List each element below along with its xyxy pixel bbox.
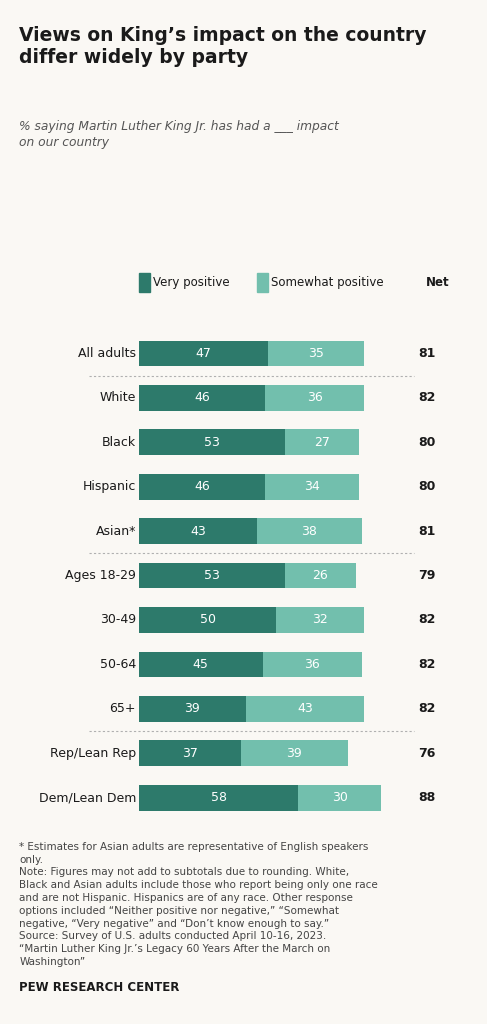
- Text: 81: 81: [418, 524, 435, 538]
- Text: 80: 80: [418, 480, 435, 494]
- Bar: [139, 518, 257, 544]
- Bar: [246, 696, 364, 722]
- Text: 30-49: 30-49: [100, 613, 136, 627]
- Text: 34: 34: [304, 480, 320, 494]
- Text: White: White: [100, 391, 136, 404]
- Text: 47: 47: [195, 347, 211, 360]
- Bar: [241, 740, 348, 766]
- Text: Dem/Lean Dem: Dem/Lean Dem: [38, 792, 136, 804]
- Text: % saying Martin Luther King Jr. has had a ___ impact
on our country: % saying Martin Luther King Jr. has had …: [19, 120, 339, 148]
- Text: 39: 39: [286, 746, 302, 760]
- Bar: [139, 651, 262, 677]
- Bar: [284, 562, 356, 589]
- Text: 43: 43: [298, 702, 313, 716]
- Text: 50-64: 50-64: [100, 657, 136, 671]
- Text: 39: 39: [185, 702, 200, 716]
- Text: Very positive: Very positive: [153, 276, 229, 289]
- Bar: [139, 696, 246, 722]
- Text: 27: 27: [314, 436, 330, 449]
- Text: 82: 82: [418, 613, 435, 627]
- Text: Somewhat positive: Somewhat positive: [271, 276, 383, 289]
- Bar: [299, 784, 381, 811]
- Bar: [139, 474, 265, 500]
- Text: 82: 82: [418, 657, 435, 671]
- Bar: [257, 518, 362, 544]
- Bar: [139, 740, 241, 766]
- Text: 79: 79: [418, 569, 435, 582]
- Text: 30: 30: [332, 792, 348, 804]
- Bar: [139, 784, 299, 811]
- Text: Asian*: Asian*: [95, 524, 136, 538]
- Text: 36: 36: [307, 391, 323, 404]
- Text: 53: 53: [204, 569, 220, 582]
- Bar: [268, 341, 364, 367]
- Text: All adults: All adults: [78, 347, 136, 360]
- Text: Views on King’s impact on the country
differ widely by party: Views on King’s impact on the country di…: [19, 26, 427, 68]
- Text: 43: 43: [190, 524, 206, 538]
- Text: Net: Net: [426, 276, 450, 289]
- Bar: [262, 651, 362, 677]
- Text: 36: 36: [304, 657, 320, 671]
- Text: 58: 58: [210, 792, 226, 804]
- Text: PEW RESEARCH CENTER: PEW RESEARCH CENTER: [19, 981, 180, 994]
- Text: 80: 80: [418, 436, 435, 449]
- Text: 53: 53: [204, 436, 220, 449]
- Bar: [139, 341, 268, 367]
- Text: 32: 32: [313, 613, 328, 627]
- Text: 88: 88: [418, 792, 435, 804]
- Text: 45: 45: [193, 657, 208, 671]
- Text: 46: 46: [194, 391, 210, 404]
- Bar: [139, 429, 284, 456]
- Bar: [139, 607, 276, 633]
- Text: 50: 50: [200, 613, 216, 627]
- Bar: [265, 385, 364, 411]
- Text: 82: 82: [418, 702, 435, 716]
- Bar: [265, 474, 359, 500]
- Bar: [139, 385, 265, 411]
- Text: * Estimates for Asian adults are representative of English speakers
only.
Note: : * Estimates for Asian adults are represe…: [19, 842, 378, 967]
- Text: 82: 82: [418, 391, 435, 404]
- Bar: [139, 562, 284, 589]
- Text: 46: 46: [194, 480, 210, 494]
- Text: 38: 38: [301, 524, 318, 538]
- Bar: [276, 607, 364, 633]
- Text: Rep/Lean Rep: Rep/Lean Rep: [50, 746, 136, 760]
- Text: 26: 26: [313, 569, 328, 582]
- Text: 37: 37: [182, 746, 198, 760]
- Text: 65+: 65+: [110, 702, 136, 716]
- Bar: [284, 429, 359, 456]
- Text: 81: 81: [418, 347, 435, 360]
- Text: Black: Black: [102, 436, 136, 449]
- Text: Hispanic: Hispanic: [83, 480, 136, 494]
- Text: 76: 76: [418, 746, 435, 760]
- Text: Ages 18-29: Ages 18-29: [65, 569, 136, 582]
- Text: 35: 35: [308, 347, 324, 360]
